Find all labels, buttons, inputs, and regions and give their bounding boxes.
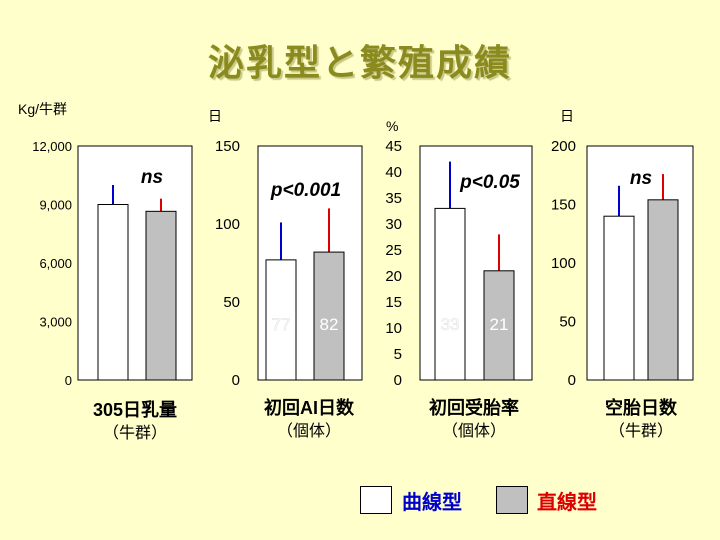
- y-tick-label-2-2: 50: [223, 294, 240, 311]
- y-tick-label-3-4: 15: [385, 294, 402, 311]
- y-tick-label-3-10: 45: [385, 138, 402, 155]
- y-tick-label-4-2: 50: [559, 314, 576, 331]
- bar-3-1: [434, 207, 466, 381]
- y-tick-label-2-1: 0: [232, 372, 240, 389]
- data-label-2-2: 82: [320, 315, 339, 334]
- y-tick-label-1-5: 12,000: [32, 139, 72, 154]
- legend-swatch-curved: [360, 486, 392, 514]
- data-label-3-1: 33: [441, 315, 460, 334]
- bar-4-1: [603, 215, 635, 381]
- x-axis-sublabel-2: （個体）: [277, 422, 341, 440]
- y-tick-label-3-1: 0: [394, 372, 402, 389]
- y-tick-label-1-2: 3,000: [39, 315, 72, 330]
- legend-swatch-linear: [496, 486, 528, 514]
- x-axis-label-4: 空胎日数: [605, 397, 678, 418]
- bar-2-2: [313, 251, 345, 381]
- significance-label-3: p<0.05: [459, 172, 520, 193]
- bar-1-1: [97, 204, 129, 381]
- y-unit-label-2: 日: [208, 108, 222, 124]
- x-axis-label-1: 305日乳量: [93, 399, 177, 420]
- y-tick-label-3-9: 40: [385, 164, 402, 181]
- bar-3-2: [483, 270, 515, 381]
- y-tick-label-3-3: 10: [385, 320, 402, 337]
- x-axis-label-2: 初回AI日数: [264, 397, 355, 418]
- significance-label-2: p<0.001: [270, 180, 341, 201]
- y-tick-label-2-4: 150: [215, 138, 240, 155]
- x-axis-sublabel-1: （牛群）: [103, 424, 167, 442]
- bar-4-2: [647, 199, 679, 381]
- x-axis-sublabel-3: （個体）: [442, 422, 506, 440]
- data-label-3-2: 21: [490, 315, 509, 334]
- y-tick-label-1-1: 0: [65, 373, 72, 388]
- y-unit-label-3: %: [386, 118, 398, 134]
- legend-label-linear: 直線型: [537, 490, 597, 514]
- y-tick-label-3-8: 35: [385, 190, 402, 207]
- y-tick-label-4-3: 100: [551, 255, 576, 272]
- significance-label-4: ns: [630, 168, 652, 189]
- y-tick-label-3-6: 25: [385, 242, 402, 259]
- y-tick-label-3-5: 20: [385, 268, 402, 285]
- y-tick-label-3-2: 5: [394, 346, 402, 363]
- y-tick-label-3-7: 30: [385, 216, 402, 233]
- significance-label-1: ns: [141, 167, 163, 188]
- x-axis-sublabel-4: （牛群）: [609, 422, 673, 440]
- y-tick-label-4-5: 200: [551, 138, 576, 155]
- bar-1-2: [145, 210, 177, 381]
- y-tick-label-4-4: 150: [551, 197, 576, 214]
- y-tick-label-1-4: 9,000: [39, 198, 72, 213]
- bar-2-1: [265, 259, 297, 381]
- y-tick-label-4-1: 0: [568, 372, 576, 389]
- slide-title: 泌乳型と繁殖成績: [207, 43, 512, 84]
- legend-label-curved: 曲線型: [402, 490, 462, 514]
- x-axis-label-3: 初回受胎率: [429, 397, 519, 418]
- data-label-2-1: 77: [272, 315, 291, 334]
- y-unit-label-4: 日: [560, 108, 574, 124]
- y-tick-label-2-3: 100: [215, 216, 240, 233]
- y-tick-label-1-3: 6,000: [39, 256, 72, 271]
- y-unit-label-1: Kg/牛群: [18, 101, 67, 117]
